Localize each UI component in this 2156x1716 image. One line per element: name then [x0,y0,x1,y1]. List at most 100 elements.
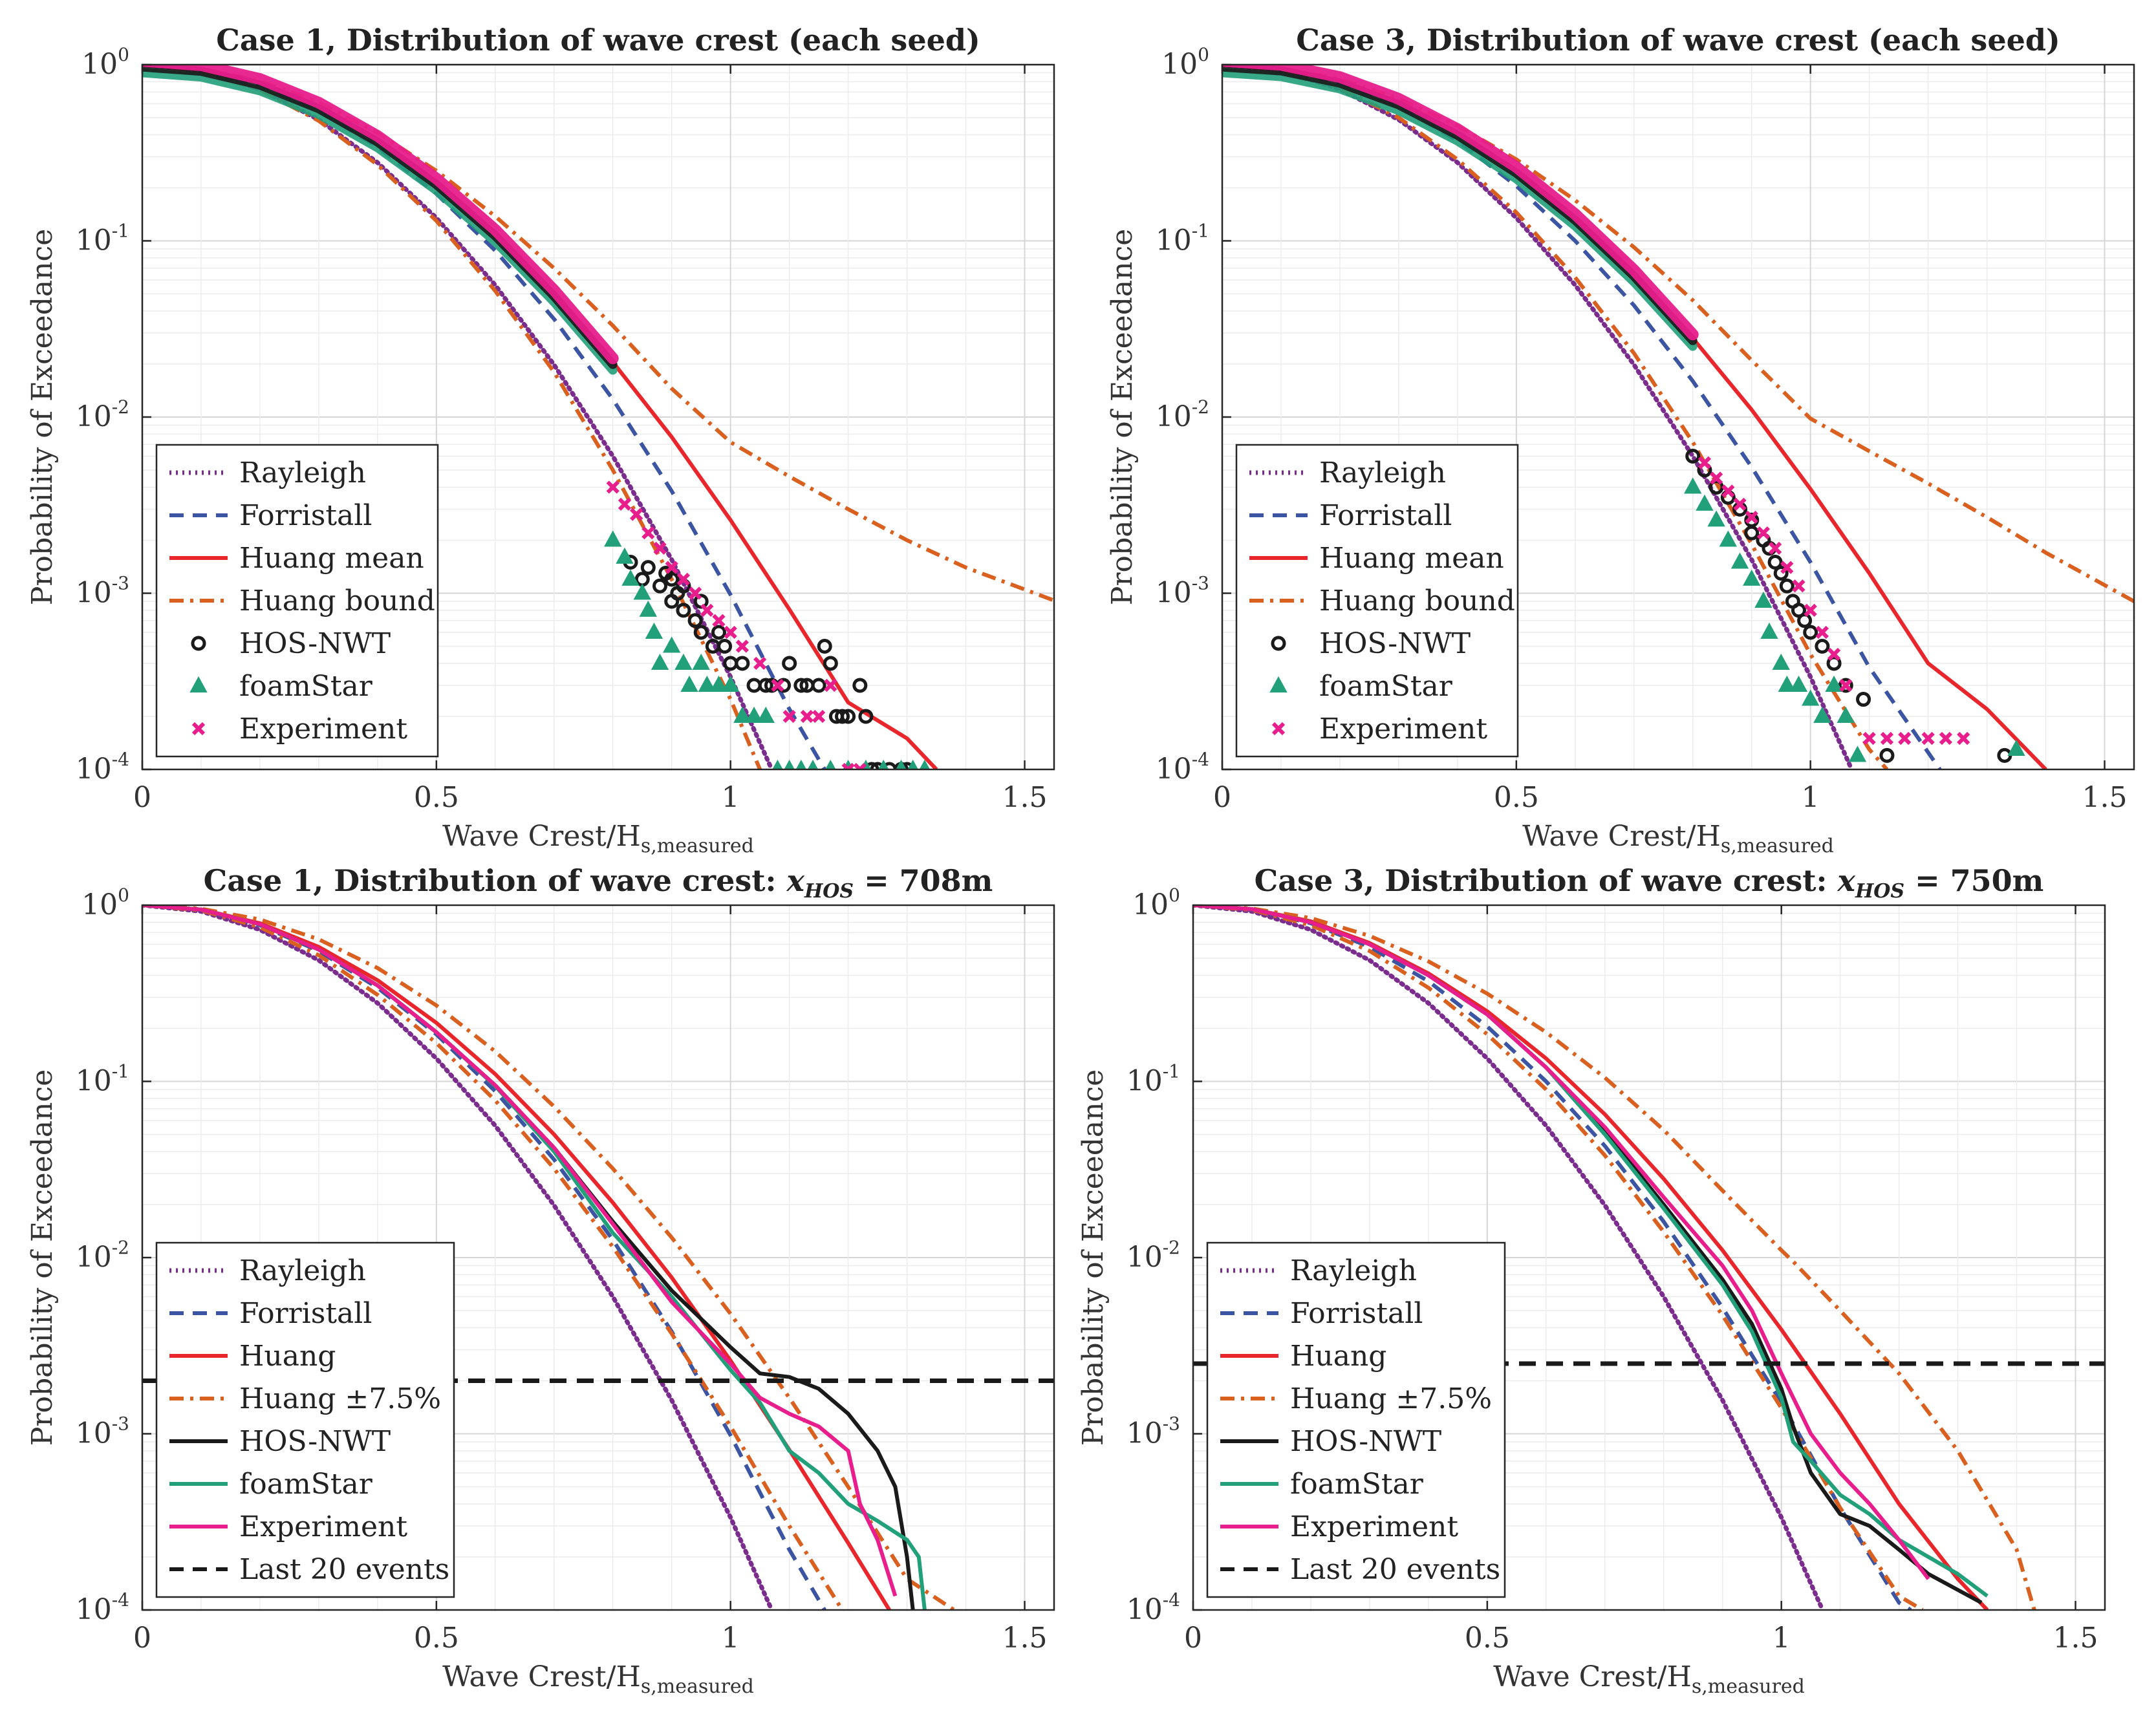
data-point-exp [812,709,826,724]
data-point-exp [841,762,855,769]
series-experiment [1698,456,1970,745]
legend-label: Last 20 events [239,1553,449,1586]
data-point-hos [900,762,915,769]
series-hos-nwt [623,555,915,769]
data-point-hos [1879,747,1895,763]
data-point-foam [1825,675,1843,692]
x-tick-label: 1.5 [1002,1622,1048,1655]
data-point-foam [1813,706,1831,723]
data-point-foam [621,569,640,586]
data-point-foam [1789,675,1808,692]
series-huang-7-5- [1193,905,1924,1610]
legend-item: Last 20 events [169,1553,449,1586]
legend-item: HOS-NWT [169,1425,391,1458]
x-axis-label: Wave Crest/Hs,measured [1493,1660,1805,1698]
legend-item: foamStar [189,670,373,703]
scatter-band [142,65,619,375]
legend-label: Huang ±7.5% [239,1382,441,1415]
data-point-foam [1719,530,1738,547]
legend-label: Last 20 events [1290,1553,1500,1586]
legend: Rayleigh Forristall Huang Huang ±7.5% HOS-NW… [1206,1241,1506,1598]
x-tick-label: 1 [1773,1622,1791,1655]
x-tick-label: 1 [1802,781,1820,814]
data-point-hos [1803,625,1818,640]
data-point-exp [665,561,678,574]
series-huang-bound-upper [1222,65,2134,603]
legend-item: foamStar [1220,1468,1424,1501]
legend-item: Experiment [1271,713,1487,745]
legend-item: HOS-NWT [191,627,391,660]
legend-label: Experiment [239,713,407,745]
data-point-hos [870,762,885,769]
data-point-exp [700,603,714,617]
y-tick-label: 10-3 [76,573,129,610]
data-point-hos [1838,678,1853,693]
data-point-foam [1837,706,1855,723]
data-point-exp [1698,456,1712,469]
data-point-foam [733,706,751,723]
data-point-foam [1772,653,1790,670]
chart-title: Case 1, Distribution of wave crest (each… [216,23,980,58]
data-point-foam [639,600,658,617]
legend-box [155,444,439,758]
data-point-exp [1710,471,1723,485]
y-tick-label: 10-2 [1127,1237,1180,1274]
legend-item: Rayleigh [169,456,366,489]
x-tick-label: 0.5 [414,781,459,814]
series-huang-7-5- [1193,905,2036,1610]
legend-item: Rayleigh [169,1254,366,1287]
chart-panel-bottom-right: 0 0.5 1 1.5 10-4 10-3 10-2 10-1 100 Case 3, Distr… [1077,863,2106,1698]
data-point-foam [907,759,918,769]
legend-item: Forristall [1249,499,1452,532]
data-point-foam [709,675,728,692]
series-foamstar [1684,477,2025,762]
y-tick-label: 10-1 [1127,1061,1180,1098]
y-tick-label: 10-4 [1127,1589,1180,1626]
legend-label: Huang bound [239,585,435,617]
legend-item: Huang [1220,1340,1386,1373]
data-point-hos [1767,555,1783,570]
scatter-band-2 [142,65,619,365]
legend-swatch [191,722,206,736]
legend-label: Huang ±7.5% [1290,1382,1492,1415]
data-point-exp [641,526,655,540]
y-tick-label: 10-2 [76,396,129,433]
legend-swatch [191,636,206,651]
data-point-exp [653,541,667,555]
data-point-hos [717,639,733,654]
x-tick-label: 1 [722,781,740,814]
data-point-exp [1957,731,1970,745]
data-point-exp [800,709,814,724]
data-point-hos [835,709,850,724]
data-point-exp [824,678,837,692]
data-point-foam [674,653,693,670]
data-point-exp [853,762,867,769]
data-point-hos [1773,565,1789,581]
data-point-hos [782,656,797,671]
y-tick-label: 10-3 [1156,573,1209,610]
series-group [1193,905,2105,1610]
legend-item: Experiment [169,1510,407,1543]
data-point-exp [1862,731,1876,745]
legend-label: Forristall [1319,499,1452,532]
legend-item: Last 20 events [1220,1553,1500,1586]
data-point-foam [721,675,740,692]
data-point-foam [807,759,819,769]
x-tick-label: 1.5 [2082,781,2128,814]
data-point-hos [1744,525,1760,541]
legend-box [1206,1241,1506,1598]
legend-item: Forristall [1220,1297,1423,1330]
data-point-exp [1815,625,1829,639]
legend-label: foamStar [239,670,373,703]
data-point-foam [919,759,931,769]
data-point-hos [735,656,750,671]
data-point-exp [1880,731,1894,745]
y-tick-label: 100 [1132,885,1180,921]
data-point-exp [606,480,620,494]
legend-item: HOS-NWT [1220,1425,1441,1458]
y-tick-label: 10-4 [76,749,129,786]
data-point-exp [712,614,726,627]
legend-box [155,1241,455,1598]
data-point-hos [1826,656,1842,671]
legend-label: Huang [239,1340,336,1373]
